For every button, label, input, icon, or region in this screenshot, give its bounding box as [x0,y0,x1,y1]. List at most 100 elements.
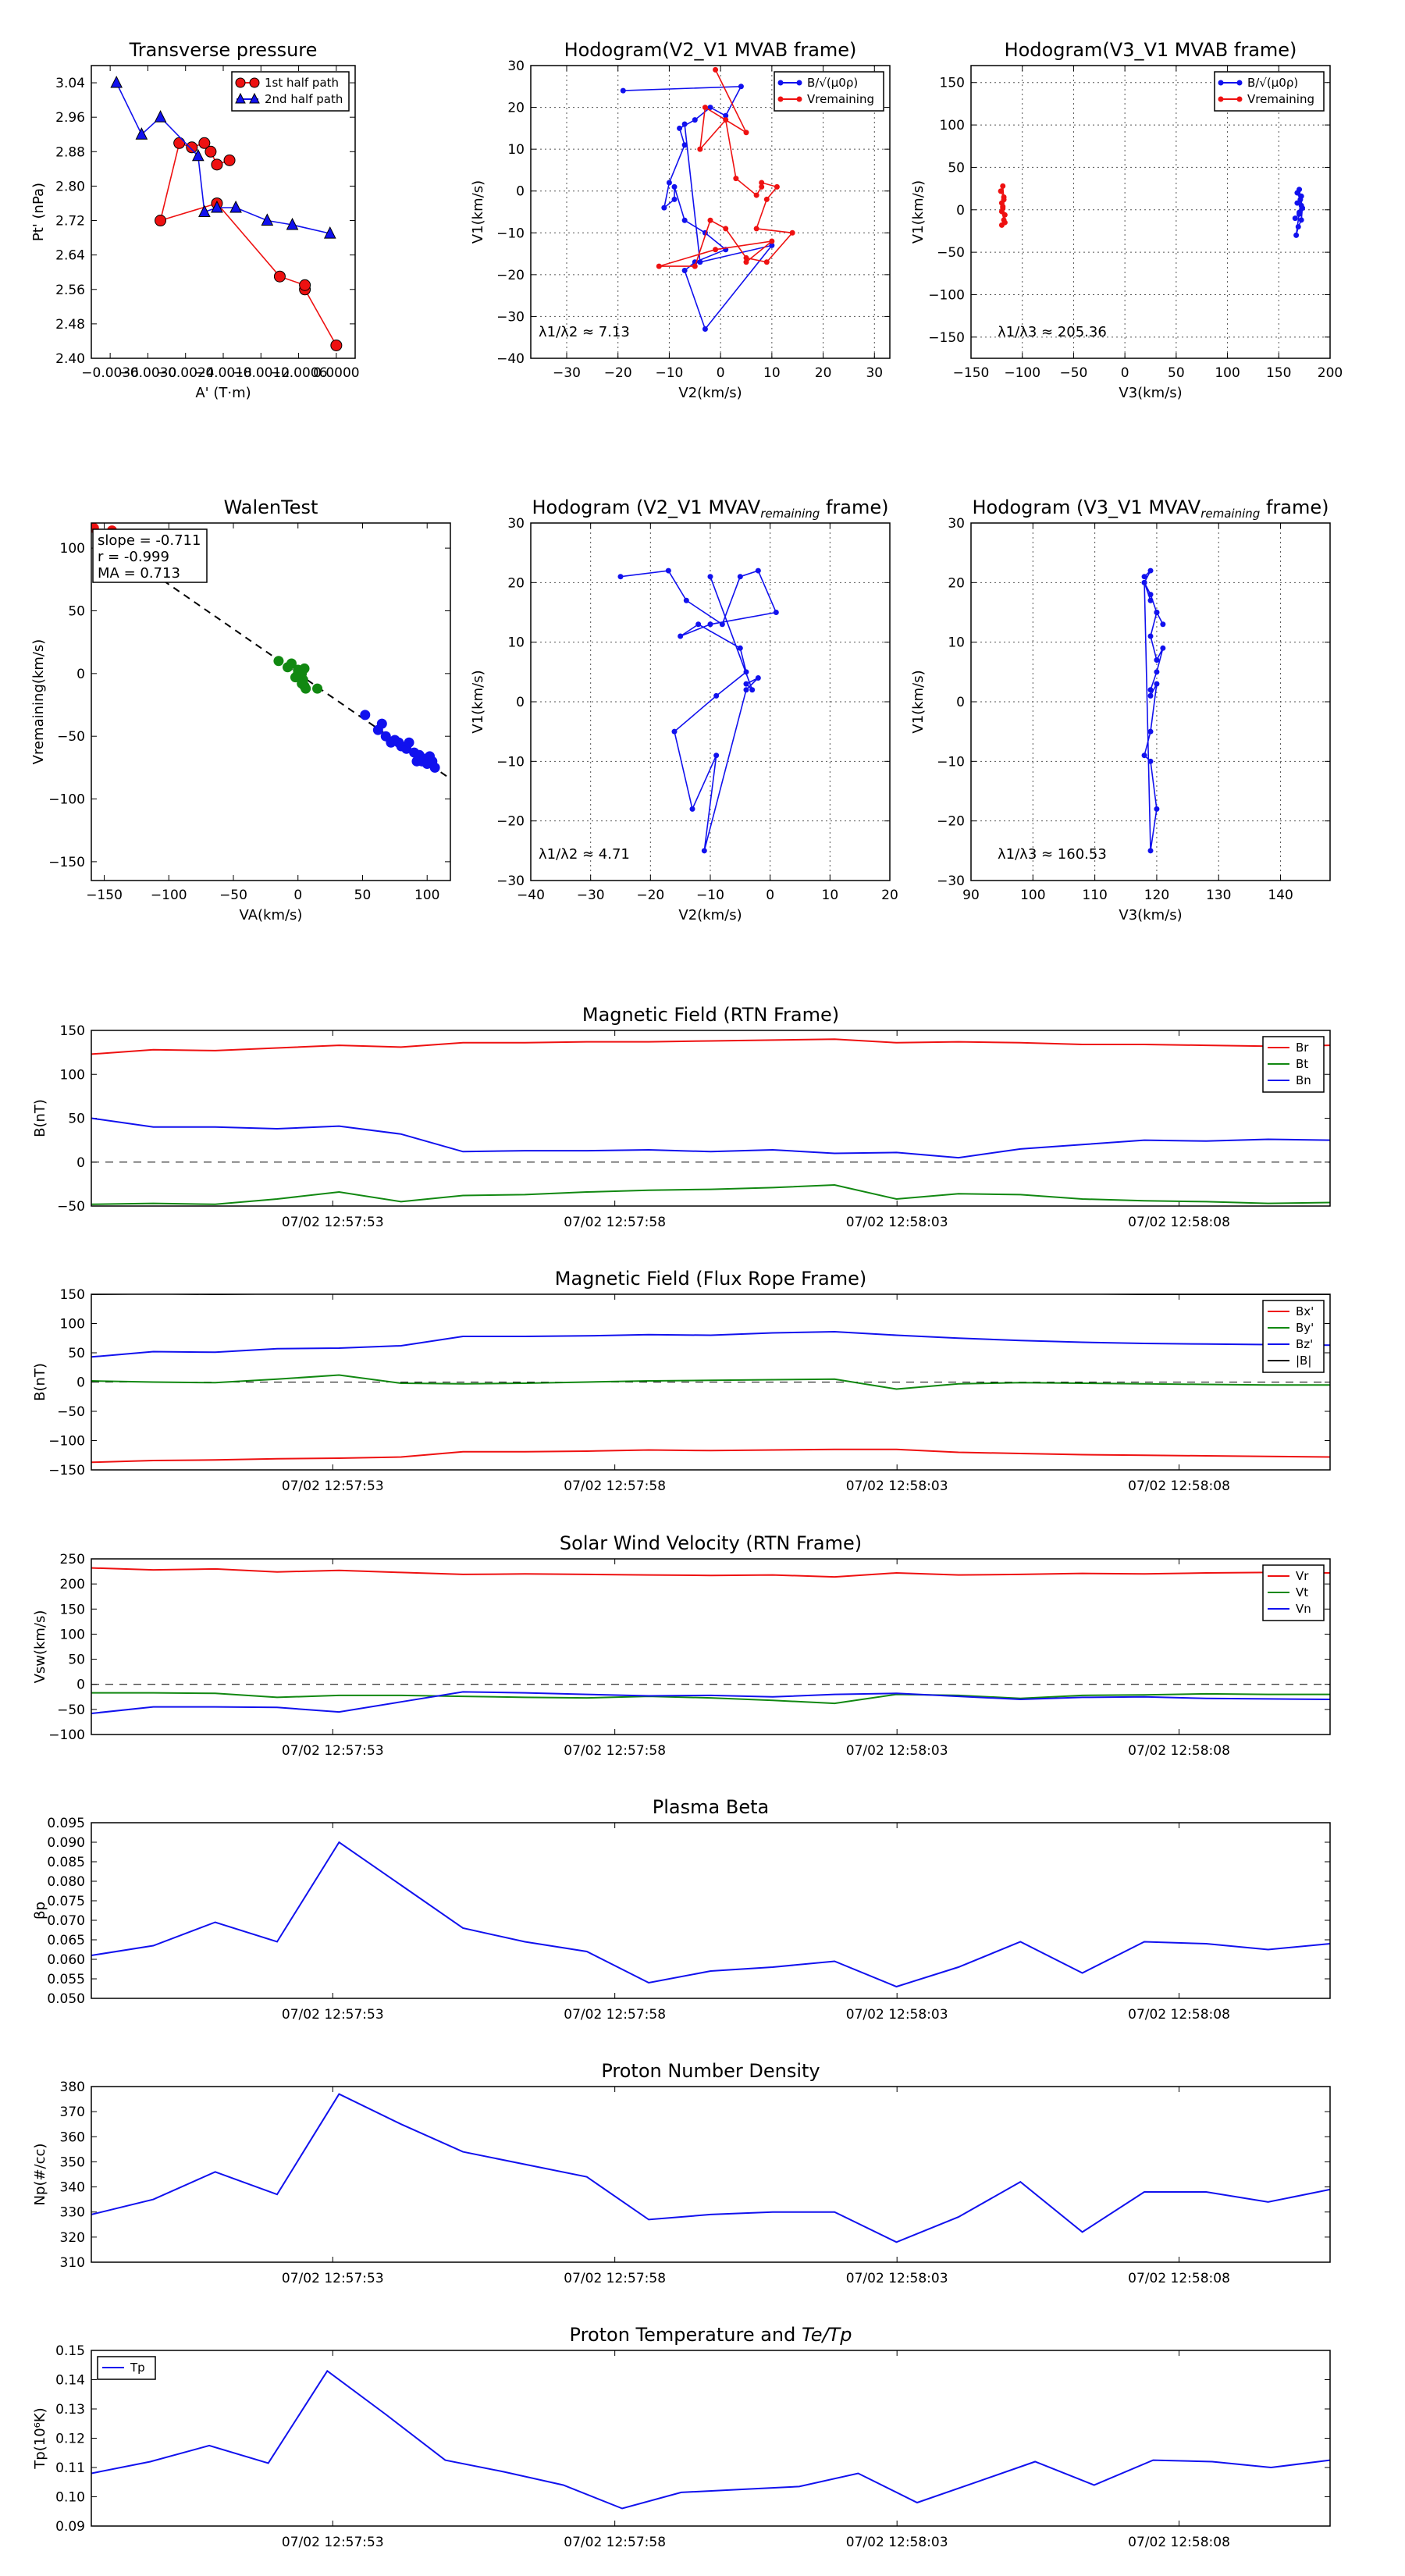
y-tick-label: 0.14 [55,2373,85,2389]
x-tick-label: 07/02 12:57:53 [282,1478,384,1494]
x-tick-label: 0 [293,888,302,903]
data-point [1141,579,1147,585]
x-axis-label: V3(km/s) [1119,907,1182,923]
data-point [376,718,387,729]
chart-proton-number-density: 310 320 330 340 350 360 370 380 07/02 12:57:53 07… [32,2060,1331,2286]
data-point [707,217,713,223]
data-point [186,141,198,154]
y-tick-label: 0.075 [47,1894,85,1909]
x-tick-label: 07/02 12:57:58 [564,1743,666,1759]
legend-label: B/√(μ0ρ) [1247,76,1298,90]
y-tick-label: 2.56 [55,283,85,298]
data-point [743,687,749,693]
data-point [1000,183,1006,189]
x-tick-label: 07/02 12:58:03 [846,1743,948,1759]
y-tick-label: 0.090 [47,1835,85,1851]
chart-title: Proton Number Density [601,2060,820,2082]
lambda-annotation: λ1/λ2 ≈ 7.13 [539,324,630,340]
stats-text: slope = -0.711 [98,532,201,549]
data-point [324,226,336,239]
legend-marker [1236,96,1243,102]
data-point [743,669,749,675]
x-tick-label: 07/02 12:58:08 [1128,2271,1230,2286]
y-tick-label: 360 [60,2129,85,2145]
legend-marker [249,77,260,88]
y-tick-label: 0.060 [47,1952,85,1968]
series-line [91,1183,1330,1205]
chart-transverse-pressure: 2.40 2.48 2.56 2.64 2.72 2.80 2.88 2.96 3.04 −0.0… [30,39,360,401]
y-tick-label: −10 [937,754,965,770]
data-point [689,806,695,812]
data-point [707,574,713,580]
y-tick-label: 150 [940,76,965,91]
y-axis-label: V1(km/s) [470,180,486,244]
series-B/√(μ0ρ) [620,84,775,332]
data-point [681,121,688,127]
legend-label: Vremaining [807,92,874,106]
axes-frame [91,522,451,881]
x-tick-label: 07/02 12:58:08 [1128,2007,1230,2023]
y-tick-label: −40 [496,351,525,367]
y-tick-label: 0.09 [55,2519,85,2535]
x-axis-label: VA(km/s) [240,907,303,923]
y-tick-label: 2.48 [55,317,85,333]
y-tick-label: 0.095 [47,1816,85,1831]
data-point [1001,219,1008,226]
x-tick-label: −0.0018 [194,365,252,381]
data-point [755,674,761,681]
series-blue [360,710,440,773]
axes-frame [91,65,356,359]
data-point [198,137,211,149]
y-tick-label: −10 [496,754,525,770]
legend-marker [777,96,784,102]
y-tick-label: 2.40 [55,351,85,367]
series-Br [91,1038,1330,1055]
y-tick-label: 100 [60,1067,85,1083]
legend-label: B/√(μ0ρ) [807,76,858,90]
title-part: Te/Tp [802,2324,852,2346]
data-point [135,127,148,140]
data-point [723,112,729,119]
data-point [998,208,1005,215]
x-axis-label: A' (T·m) [195,385,251,401]
x-tick-label: 07/02 12:58:08 [1128,1215,1230,1230]
y-tick-label: −30 [496,873,525,889]
data-point [297,678,308,689]
data-point [769,242,775,248]
series-βp [91,1841,1330,1988]
x-tick-label: 07/02 12:57:58 [564,2007,666,2023]
data-point [713,247,719,253]
title-part: Hodogram (V3_V1 MVAV [973,496,1201,518]
data-point [360,710,371,720]
series-Bn [91,1117,1330,1159]
legend-marker [1218,80,1224,86]
x-tick-label: 07/02 12:57:53 [282,2007,384,2023]
chart-title: WalenTest [224,496,318,518]
data-point [677,125,683,131]
stats-box [92,528,208,583]
legend-marker [235,92,246,104]
y-tick-label: −10 [496,226,525,241]
series-line [91,1330,1330,1358]
y-tick-label: 0.080 [47,1874,85,1890]
data-point [1293,232,1300,238]
chart-walen-test: −150 −100 −50 0 50 100 −150 −100 −50 0 50 100 WalenT… [30,496,451,923]
legend-box [1262,1564,1325,1621]
y-tick-label: 0.050 [47,1991,85,2007]
data-point [789,229,795,236]
data-point [620,87,626,94]
data-point [1154,610,1160,615]
series-Tp [91,2369,1330,2510]
data-point [713,66,719,73]
chart-title: Plasma Beta [653,1796,769,1818]
y-tick-label: 100 [60,1317,85,1332]
series-Vremaining [656,66,795,269]
data-point [192,148,205,162]
data-point [1141,753,1147,759]
data-point [695,621,702,628]
chart-plasma-beta: 0.050 0.055 0.060 0.065 0.070 0.075 0.080 0.085… [32,1796,1331,2023]
chart-title: Hodogram(V2_V1 MVAB frame) [564,39,857,61]
y-tick-label: 100 [60,541,85,557]
